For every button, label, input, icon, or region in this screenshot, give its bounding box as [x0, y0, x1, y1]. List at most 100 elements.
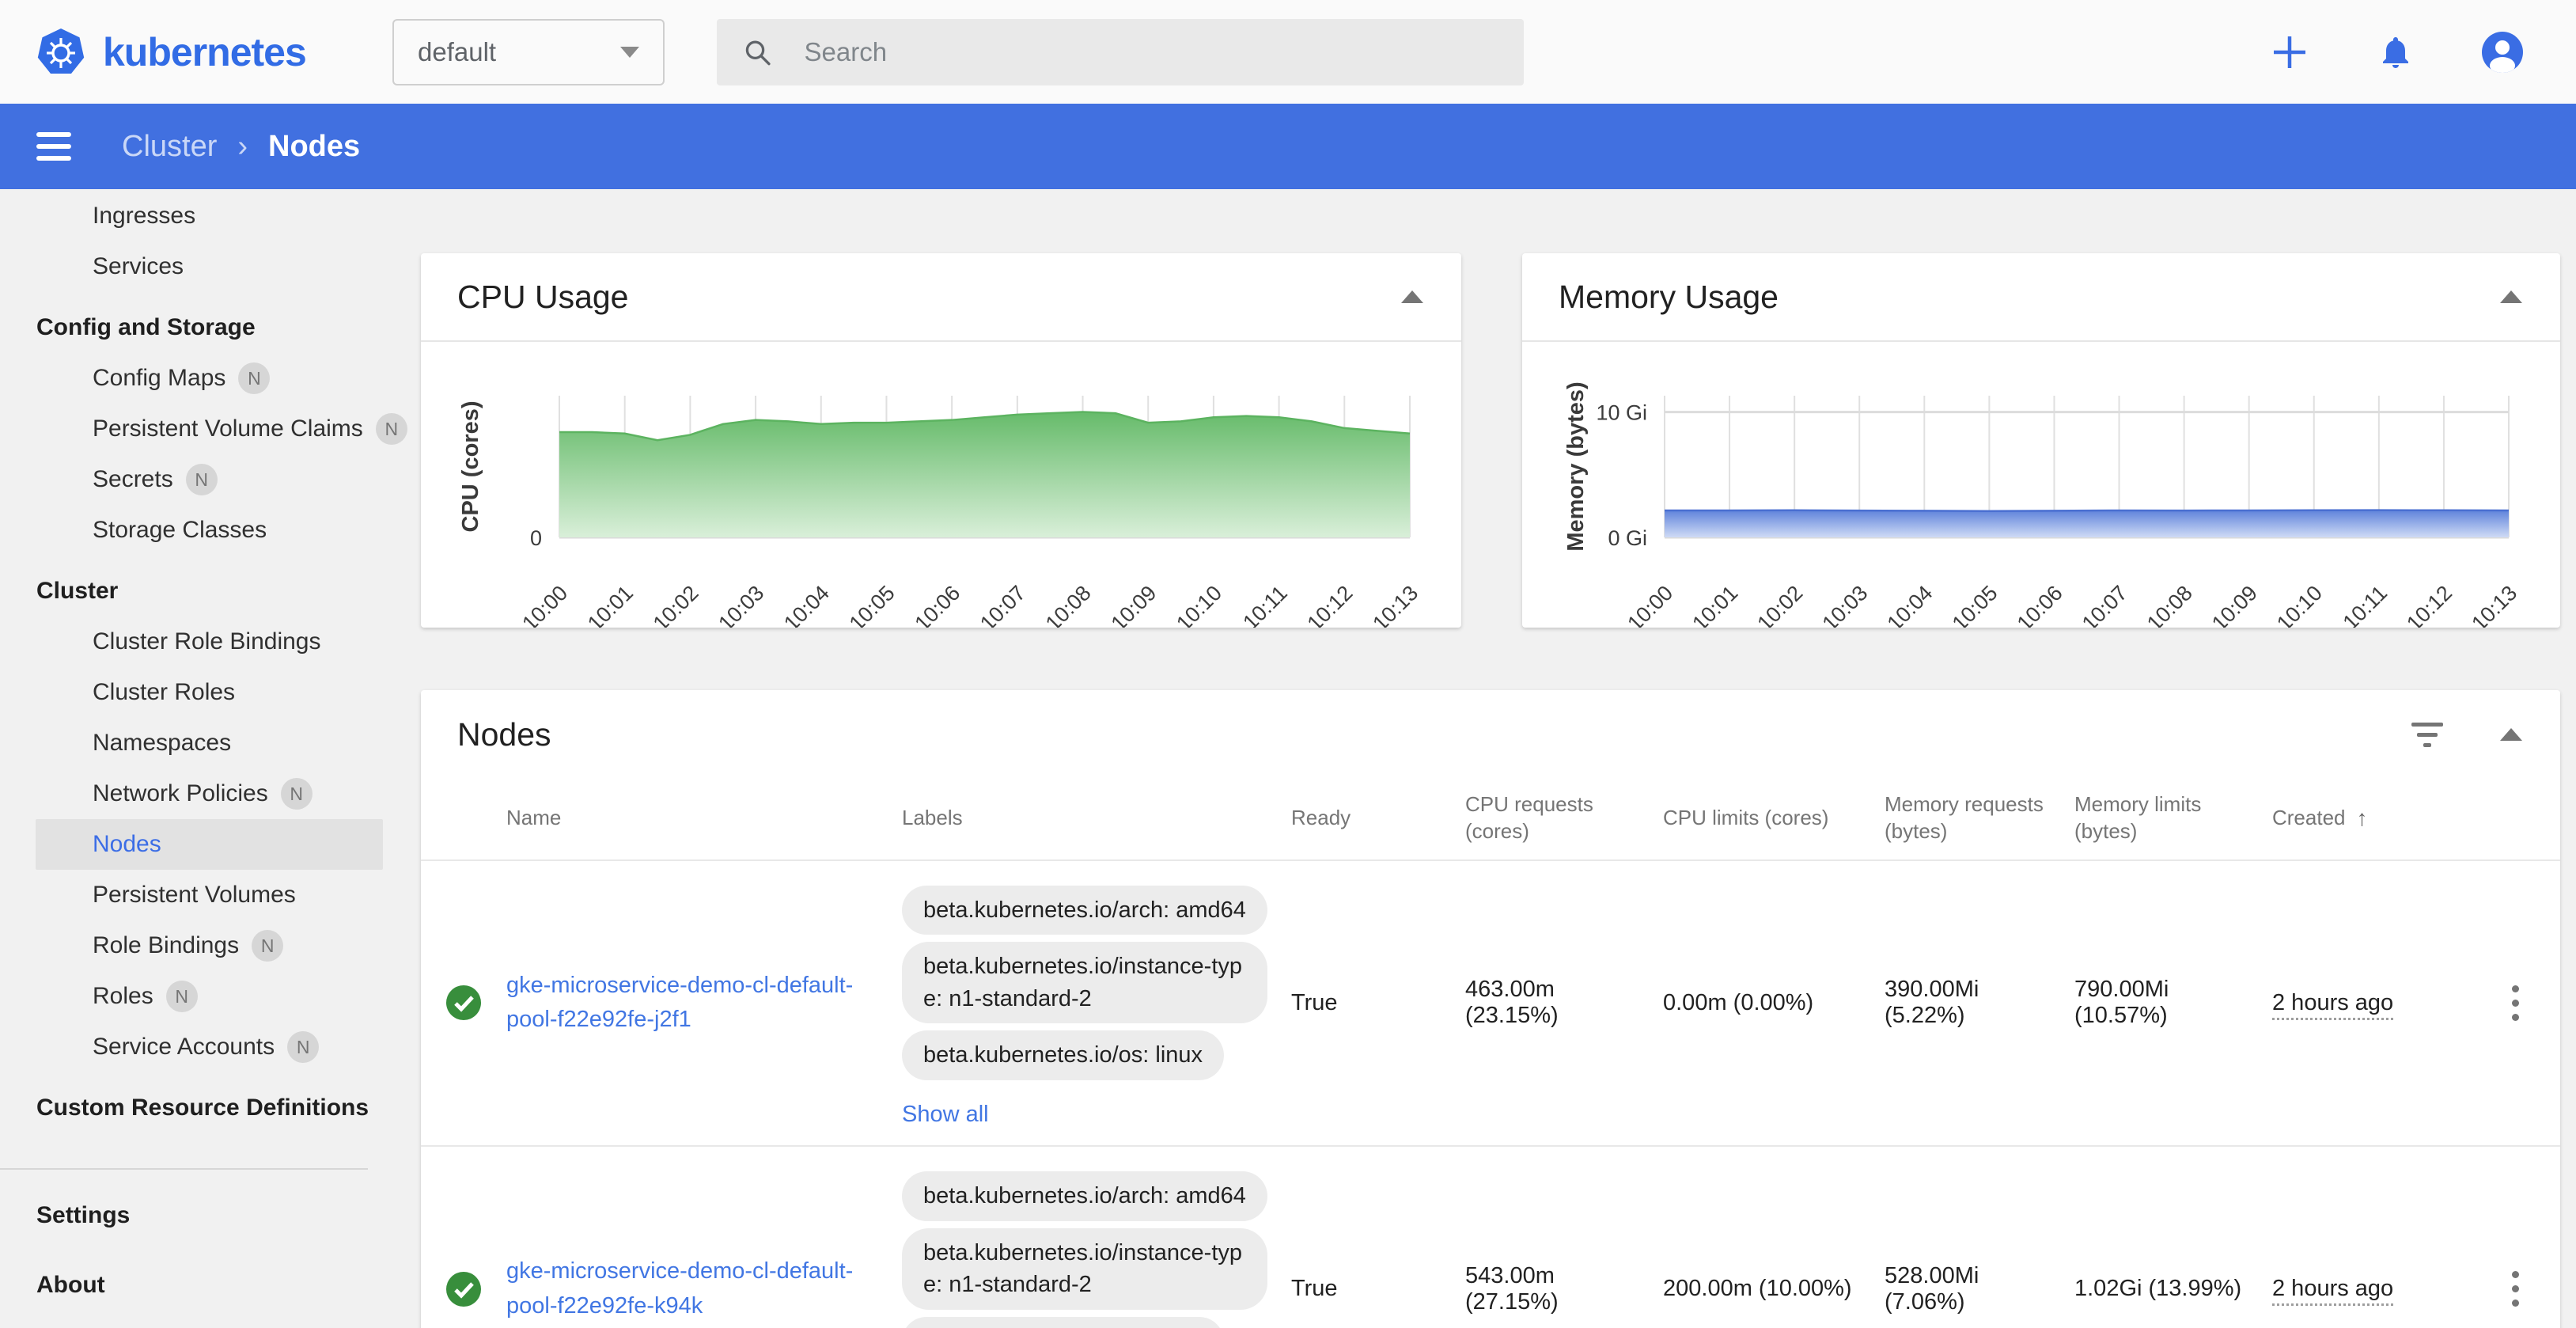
sidebar-item-service-accounts[interactable]: Service Accounts N: [36, 1022, 383, 1072]
sidebar-item-config-maps[interactable]: Config Maps N: [36, 353, 383, 404]
svg-text:10:10: 10:10: [1172, 581, 1226, 628]
label-chip: beta.kubernetes.io/os: linux: [902, 1316, 1225, 1328]
kubernetes-logo[interactable]: kubernetes: [0, 27, 392, 78]
node-name-link[interactable]: gke-microservice-demo-cl-default-pool-f2…: [506, 972, 854, 1033]
avatar-icon: [2482, 31, 2523, 73]
sidebar-item-network-policies[interactable]: Network Policies N: [36, 768, 383, 819]
sidebar-nav: Ingresses Services Config and Storage Confi…: [0, 189, 407, 1328]
sidebar-item-ingresses[interactable]: Ingresses: [36, 191, 383, 241]
svg-text:10:12: 10:12: [2402, 581, 2457, 628]
nodes-card: Nodes Name Labels Ready CPU requests (cores…: [421, 690, 2560, 1328]
svg-text:10:11: 10:11: [2339, 581, 2392, 628]
logo-text: kubernetes: [103, 29, 307, 74]
nodes-title: Nodes: [457, 715, 551, 753]
sidebar-item-label: Persistent Volumes: [93, 882, 296, 908]
sidebar-item-persistent-volumes[interactable]: Persistent Volumes: [36, 870, 383, 920]
label-chip: beta.kubernetes.io/arch: amd64: [902, 885, 1267, 935]
collapse-memory-card-icon[interactable]: [2500, 290, 2522, 303]
svg-text:0: 0: [530, 526, 542, 550]
svg-text:10:04: 10:04: [1883, 581, 1938, 628]
sidebar-item-persistent-volume-claims[interactable]: Persistent Volume Claims N: [36, 404, 407, 454]
app-header: kubernetes default: [0, 0, 2576, 104]
sidebar-item-config-and-storage[interactable]: Config and Storage: [0, 302, 396, 353]
column-header-ready[interactable]: Ready: [1291, 805, 1351, 829]
column-header-labels[interactable]: Labels: [902, 805, 963, 829]
sidebar-item-roles[interactable]: Roles N: [36, 971, 383, 1022]
show-all-link[interactable]: Show all: [902, 1101, 989, 1127]
filter-icon[interactable]: [2411, 722, 2443, 747]
search-input[interactable]: [804, 36, 1498, 67]
svg-text:0 Gi: 0 Gi: [1608, 526, 1647, 550]
cpu-requests-value: 543.00m (27.15%): [1465, 1262, 1559, 1315]
breadcrumb-current: Nodes: [268, 129, 361, 163]
sidebar-item-services[interactable]: Services: [36, 241, 383, 292]
nodes-table-header: Name Labels Ready CPU requests (cores) CPU l…: [421, 779, 2560, 861]
namespace-value: default: [418, 36, 497, 66]
sidebar-item-label: Storage Classes: [93, 517, 267, 543]
sidebar-item-label: Roles: [93, 983, 153, 1009]
sidebar-item-namespaces[interactable]: Namespaces: [36, 718, 383, 768]
node-name-link[interactable]: gke-microservice-demo-cl-default-pool-f2…: [506, 1258, 854, 1319]
sidebar-item-label: Settings: [36, 1202, 131, 1228]
sidebar-item-label: Cluster Roles: [93, 679, 236, 705]
column-header-memory-limits-bytes-[interactable]: Memory limits (bytes): [2074, 792, 2202, 843]
header-actions: [2269, 31, 2576, 74]
chevron-down-icon: [620, 46, 639, 58]
new-resource-badge: N: [252, 930, 284, 962]
row-actions-menu-icon[interactable]: [2511, 985, 2519, 1021]
namespace-selector[interactable]: default: [392, 18, 665, 85]
sidebar-item-custom-resource-definitions[interactable]: Custom Resource Definitions: [0, 1083, 396, 1133]
sidebar-item-label: Ingresses: [93, 203, 196, 229]
svg-text:10:01: 10:01: [583, 581, 638, 628]
label-chip: beta.kubernetes.io/os: linux: [902, 1030, 1225, 1080]
column-header-created[interactable]: Created ↑: [2272, 779, 2470, 859]
svg-text:10:09: 10:09: [1106, 581, 1161, 628]
svg-text:10:07: 10:07: [2078, 581, 2132, 628]
sidebar-item-label: Config and Storage: [36, 314, 256, 340]
column-header-cpu-requests-cores-[interactable]: CPU requests (cores): [1465, 792, 1593, 843]
svg-text:10:06: 10:06: [2013, 581, 2067, 628]
svg-text:10:04: 10:04: [779, 581, 834, 628]
sidebar-item-storage-classes[interactable]: Storage Classes: [36, 505, 383, 556]
new-resource-badge: N: [238, 362, 271, 394]
sidebar-item-settings[interactable]: Settings: [0, 1190, 396, 1241]
menu-icon[interactable]: [36, 132, 71, 161]
sidebar-item-cluster-role-bindings[interactable]: Cluster Role Bindings: [36, 617, 383, 667]
memory-usage-card: Memory Usage 0 Gi 10 Gi 10:00 10:01 10:02 10:…: [1522, 253, 2560, 636]
sidebar-item-label: Namespaces: [93, 730, 232, 756]
sidebar-item-role-bindings[interactable]: Role Bindings N: [36, 920, 383, 971]
sidebar-item-secrets[interactable]: Secrets N: [36, 454, 383, 505]
svg-text:10:02: 10:02: [1752, 581, 1807, 628]
search-bar[interactable]: [717, 18, 1524, 85]
column-header-memory-requests-bytes-[interactable]: Memory requests (bytes): [1885, 792, 2044, 843]
cpu-limits-value: 200.00m (10.00%): [1663, 1276, 1852, 1302]
sidebar-item-cluster[interactable]: Cluster: [0, 566, 396, 617]
sidebar-item-label: Custom Resource Definitions: [36, 1095, 369, 1121]
svg-text:10:02: 10:02: [649, 581, 703, 628]
collapse-cpu-card-icon[interactable]: [1401, 290, 1423, 303]
sidebar-item-label: Services: [93, 253, 184, 279]
ready-value: True: [1291, 1276, 1338, 1302]
column-header-cpu-limits-cores-[interactable]: CPU limits (cores): [1663, 805, 1829, 829]
notifications-button[interactable]: [2377, 33, 2415, 71]
svg-text:10:13: 10:13: [1368, 581, 1422, 628]
sidebar-item-label: Config Maps: [93, 365, 226, 391]
cpu-usage-chart: 010:00 10:01 10:02 10:03 10:04 10:05 10:06 10:0…: [458, 396, 1422, 636]
new-resource-badge: N: [287, 1031, 320, 1063]
created-value: 2 hours ago: [2272, 989, 2394, 1020]
sidebar-item-cluster-roles[interactable]: Cluster Roles: [36, 667, 383, 718]
sidebar-item-nodes[interactable]: Nodes: [36, 819, 383, 870]
collapse-nodes-card-icon[interactable]: [2500, 728, 2522, 741]
sidebar-item-label: Service Accounts: [93, 1034, 275, 1060]
svg-text:10 Gi: 10 Gi: [1596, 401, 1647, 425]
row-actions-menu-icon[interactable]: [2511, 1271, 2519, 1307]
memory-requests-value: 390.00Mi (5.22%): [1885, 977, 1979, 1029]
column-header-name[interactable]: Name: [506, 805, 562, 829]
svg-text:10:01: 10:01: [1688, 581, 1742, 628]
profile-button[interactable]: [2481, 31, 2524, 74]
label-chip: beta.kubernetes.io/instance-type: n1-sta…: [902, 1227, 1267, 1310]
sidebar-item-about[interactable]: About: [0, 1260, 396, 1311]
create-resource-button[interactable]: [2269, 32, 2310, 73]
cpu-limits-value: 0.00m (0.00%): [1663, 989, 1814, 1015]
breadcrumb-parent[interactable]: Cluster: [122, 129, 218, 163]
